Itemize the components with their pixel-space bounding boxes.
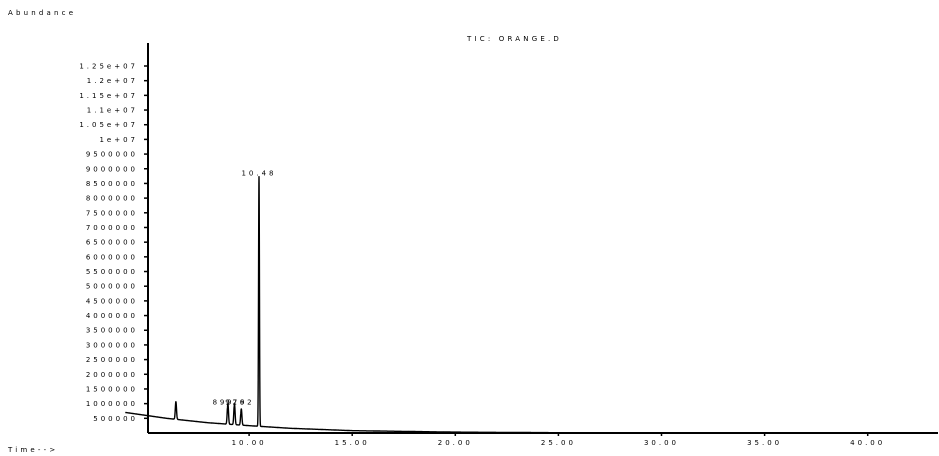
y-tick-label: 1.1e+07 xyxy=(87,107,138,115)
y-tick-label: 4500000 xyxy=(86,297,138,305)
y-tick-label: 2500000 xyxy=(86,356,138,364)
peak-label: 8.97 xyxy=(213,398,241,406)
x-tick-label: 25.00 xyxy=(541,439,576,447)
y-tick-label: 3000000 xyxy=(86,341,138,349)
x-tick-label: 15.00 xyxy=(335,439,370,447)
y-tick-label: 9500000 xyxy=(86,151,138,159)
y-tick-label: 6000000 xyxy=(86,253,138,261)
y-axis-title: Abundance xyxy=(8,9,77,17)
tic-trace xyxy=(124,176,931,434)
x-tick-label: 10.00 xyxy=(232,439,267,447)
y-tick-label: 2000000 xyxy=(86,371,138,379)
y-tick-label: 4000000 xyxy=(86,312,138,320)
chart-title: TIC: ORANGE.D xyxy=(467,35,562,43)
y-tick-label: 3500000 xyxy=(86,327,138,335)
y-tick-label: 1500000 xyxy=(86,385,138,393)
y-tick-label: 500000 xyxy=(93,415,138,423)
y-tick-label: 1.05e+07 xyxy=(79,121,138,129)
peak-label: 9.29 xyxy=(220,398,248,406)
y-tick-label: 1.15e+07 xyxy=(79,92,138,100)
peak-label: 9.62 xyxy=(227,398,255,406)
y-tick-label: 8500000 xyxy=(86,180,138,188)
y-tick-label: 5000000 xyxy=(86,283,138,291)
y-tick-label: 1e+07 xyxy=(99,136,138,144)
y-tick-label: 8000000 xyxy=(86,195,138,203)
y-tick-label: 7000000 xyxy=(86,224,138,232)
x-tick-label: 30.00 xyxy=(644,439,679,447)
x-axis-title: Time--> xyxy=(8,446,59,454)
y-tick-label: 1.2e+07 xyxy=(87,77,138,85)
y-tick-label: 6500000 xyxy=(86,239,138,247)
y-tick-label: 9000000 xyxy=(86,165,138,173)
y-tick-label: 5500000 xyxy=(86,268,138,276)
y-tick-label: 7500000 xyxy=(86,209,138,217)
x-tick-label: 35.00 xyxy=(747,439,782,447)
peak-label: 10.48 xyxy=(241,169,276,177)
y-tick-label: 1.25e+07 xyxy=(79,63,138,71)
x-tick-label: 40.00 xyxy=(850,439,885,447)
x-tick-label: 20.00 xyxy=(438,439,473,447)
y-tick-label: 1000000 xyxy=(86,400,138,408)
